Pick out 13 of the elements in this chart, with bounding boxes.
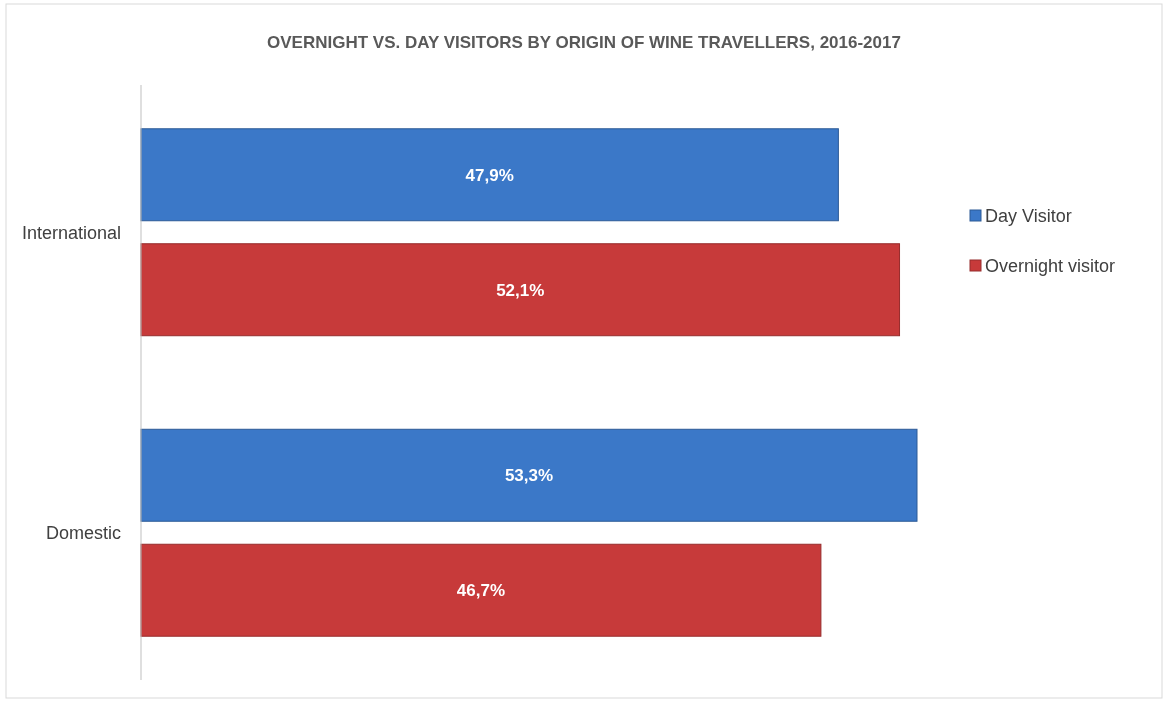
bar	[140, 128, 839, 222]
data-label: 53,3%	[504, 466, 554, 486]
legend-label: Overnight visitor	[985, 256, 1116, 277]
data-label: 52,1%	[496, 280, 545, 300]
chart-title: OVERNIGHT VS. DAY VISITORS BY ORIGIN OF WINE TRAVELLERS, 2016-2017	[267, 33, 901, 52]
y-tick-label: International	[21, 222, 121, 243]
y-tick-label: Domestic	[45, 523, 121, 544]
bar	[140, 243, 901, 337]
data-label: 46,7%	[456, 581, 506, 601]
bar	[140, 428, 918, 522]
legend-label: Day Visitor	[985, 206, 1072, 227]
data-label: 47,9%	[465, 165, 514, 185]
bar	[140, 543, 822, 637]
